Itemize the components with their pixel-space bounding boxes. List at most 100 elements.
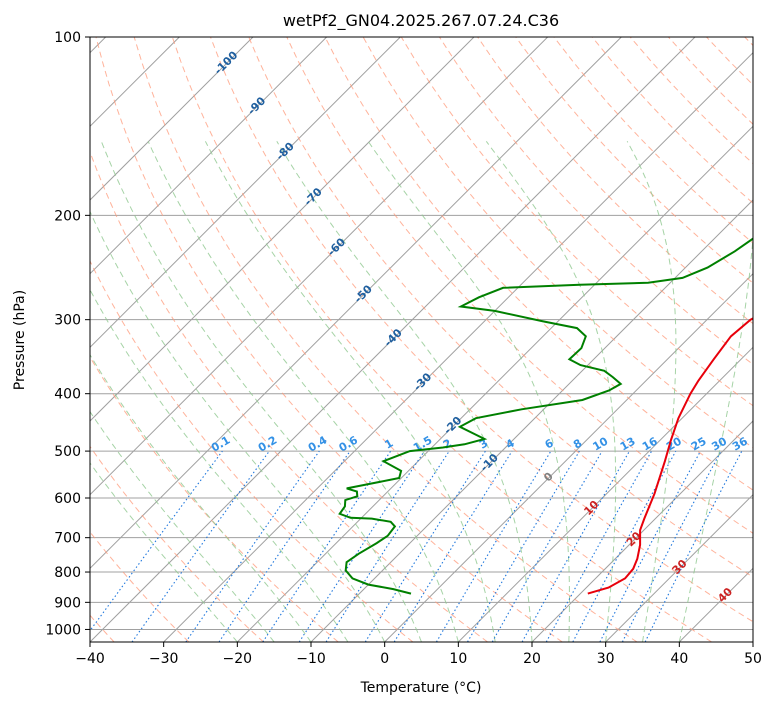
moist-adiabat-line (147, 141, 459, 642)
pressure-gridlines (90, 37, 753, 630)
mixing-ratio-line (393, 450, 513, 642)
x-axis-ticks: −40 −30 −20 −10 0 10 20 30 40 50 (75, 642, 762, 667)
y-tick-label: 100 (54, 30, 81, 46)
isotherm-line (384, 272, 753, 642)
x-tick-label: 0 (380, 651, 389, 667)
x-tick-label: 50 (744, 651, 762, 667)
dry-adiabat-line (591, 37, 753, 204)
mixing-ratio-line (218, 450, 351, 642)
dry-adiabat-line (133, 37, 638, 642)
moist-adiabat-line (276, 141, 533, 642)
x-tick-label: −10 (296, 651, 326, 667)
mixing-ratio-line (185, 450, 320, 642)
mixing-ratio-line (131, 450, 270, 642)
mixing-ratio-line (467, 450, 580, 642)
isotherm-lines (90, 37, 753, 642)
dry-adiabat-line (477, 37, 753, 325)
moist-adiabat-line (90, 288, 349, 642)
y-tick-label: 200 (54, 208, 81, 224)
mixing-ratio-label: 6 (543, 436, 556, 451)
y-tick-label: 500 (54, 444, 81, 460)
isotherm-label: -70 (302, 185, 325, 208)
dry-adiabat-line (553, 37, 753, 244)
x-tick-label: −30 (149, 651, 179, 667)
isotherm-label: -30 (411, 370, 434, 393)
y-tick-label: 800 (54, 565, 81, 581)
dry-adiabat-line (668, 37, 753, 125)
x-tick-label: 20 (523, 651, 541, 667)
temperature-line (587, 317, 753, 595)
isotherm-label: -100 (212, 48, 241, 77)
y-tick-label: 300 (54, 313, 81, 329)
mixing-ratio-line (521, 450, 630, 642)
x-axis-label: Temperature (°C) (360, 680, 482, 696)
moist-adiabat-line (90, 410, 275, 642)
dry-adiabat-line (515, 37, 753, 284)
isotherm-label: -60 (325, 235, 348, 258)
isotherm-line (752, 641, 753, 642)
chart-title: wetPf2_GN04.2025.267.07.24.C36 (283, 11, 559, 31)
x-tick-label: 10 (449, 651, 467, 667)
dry-adiabat-line (90, 445, 264, 642)
isotherm-label: -40 (382, 326, 405, 349)
isotherm-line (605, 493, 753, 642)
isotherm-label: 10 (581, 498, 601, 518)
dry-adiabat-line (95, 37, 563, 642)
isotherm-label: 30 (670, 557, 690, 577)
dry-adiabat-line (286, 37, 753, 534)
moist-adiabat-line (678, 141, 753, 642)
moist-adiabat-line (626, 141, 677, 642)
dry-adiabat-line (90, 259, 414, 642)
dry-adiabat-line (706, 37, 753, 86)
isotherm-line (310, 199, 753, 642)
mixing-ratio-line (599, 450, 701, 642)
y-tick-label: 1000 (45, 622, 81, 638)
isotherm-line (531, 420, 753, 642)
moist-adiabat-line (90, 462, 238, 642)
isotherm-line (90, 37, 622, 570)
dry-adiabat-line (248, 37, 753, 578)
moist-adiabat-line (204, 141, 496, 642)
y-axis-ticks: 100 200 300 400 500 600 700 800 900 1000 (45, 30, 90, 638)
moist-adiabat-lines (90, 141, 753, 642)
y-tick-label: 900 (54, 595, 81, 611)
mixing-ratio-line (364, 450, 486, 642)
isotherm-line (90, 37, 475, 422)
moist-adiabat-line (90, 210, 386, 642)
mixing-ratio-line (545, 450, 653, 642)
mixing-ratio-line (325, 450, 450, 642)
moist-adiabat-line (100, 141, 422, 642)
mixing-ratio-label: 4 (504, 436, 517, 451)
y-tick-label: 600 (54, 491, 81, 507)
mixing-ratio-label: 2 (441, 437, 454, 452)
x-tick-label: 40 (670, 651, 688, 667)
dry-adiabat-lines (90, 37, 753, 642)
dry-adiabat-line (90, 531, 190, 642)
dry-adiabat-line (171, 37, 712, 642)
isotherm-label: -80 (274, 139, 297, 162)
isotherm-line (236, 125, 753, 642)
isotherm-line (457, 346, 753, 642)
isotherm-line (90, 37, 401, 349)
dry-adiabat-line (210, 37, 753, 623)
moist-adiabat-line (90, 353, 312, 642)
x-tick-label: −40 (75, 651, 105, 667)
mixing-ratio-line (298, 450, 425, 642)
isotherm-line (90, 37, 328, 275)
isotherm-line (90, 37, 549, 496)
isotherm-label: -50 (352, 282, 375, 305)
mixing-ratio-line (435, 450, 552, 642)
dry-adiabat-line (90, 356, 339, 642)
y-axis-label: Pressure (hPa) (12, 290, 28, 390)
mixing-ratio-lines (90, 450, 743, 642)
dewpoint-line (338, 237, 753, 595)
plot-area: -100-90-80-70-60-50-40-30-20-10010203040… (90, 37, 753, 642)
mixing-ratio-line (90, 450, 223, 632)
dry-adiabat-line (90, 150, 488, 642)
isotherm-line (678, 567, 753, 642)
isotherm-line (90, 37, 696, 642)
dry-adiabat-line (324, 37, 753, 491)
moist-adiabat-line (485, 141, 617, 642)
x-tick-label: 30 (597, 651, 615, 667)
